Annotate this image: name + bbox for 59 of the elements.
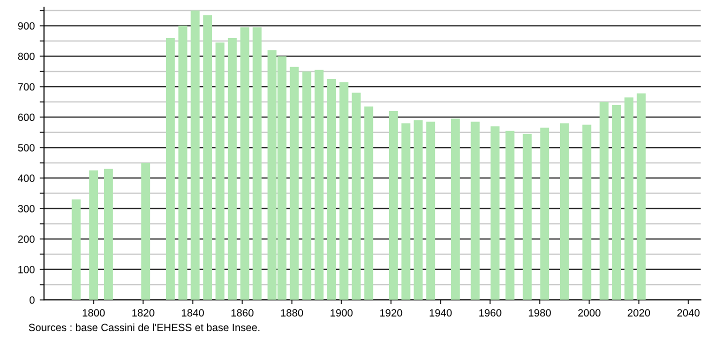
bar <box>203 15 212 300</box>
bar <box>216 42 224 300</box>
bar <box>252 27 262 300</box>
bar <box>450 118 460 300</box>
bar <box>490 126 500 300</box>
bar <box>240 27 250 300</box>
x-tick-label: 2020 <box>628 309 650 317</box>
y-tick-label: 400 <box>18 174 35 182</box>
bar <box>290 66 299 300</box>
y-tick-label: 300 <box>18 205 35 212</box>
x-tick-label: 1860 <box>231 309 254 317</box>
bar <box>339 82 348 300</box>
bar <box>426 122 436 300</box>
y-tick-label: 600 <box>18 114 35 122</box>
bar <box>104 168 113 300</box>
bar <box>636 93 646 300</box>
bar <box>178 26 188 300</box>
x-tick-label: 2040 <box>677 309 700 317</box>
bar <box>612 104 621 300</box>
y-tick-label: 500 <box>18 144 35 152</box>
bar <box>505 130 514 300</box>
bar <box>190 10 200 300</box>
bar <box>166 38 175 300</box>
y-tick-label: 700 <box>18 83 35 91</box>
x-tick-label: 1880 <box>281 309 304 317</box>
bar <box>89 170 98 300</box>
bar <box>314 70 324 300</box>
y-tick-label: 0 <box>30 296 35 304</box>
bar <box>364 106 374 300</box>
bar <box>352 92 361 300</box>
bar <box>302 71 312 300</box>
bar <box>560 123 569 300</box>
bar <box>141 162 150 300</box>
bar <box>72 199 81 300</box>
source-note: Sources : base Cassini de l'EHESS et base Insee. <box>28 323 260 332</box>
bar <box>389 111 398 300</box>
bar <box>582 124 592 300</box>
bar <box>327 79 336 300</box>
y-tick-label: 900 <box>18 22 35 30</box>
bar <box>522 134 532 300</box>
y-tick-label: 100 <box>18 266 35 274</box>
x-tick-label: 1800 <box>82 309 105 317</box>
bar <box>401 123 410 300</box>
x-tick-label: 1920 <box>380 309 402 317</box>
y-tick-label: 200 <box>18 235 35 243</box>
bar <box>414 120 423 300</box>
x-tick-label: 1980 <box>528 309 551 317</box>
x-tick-label: 1960 <box>479 309 502 317</box>
bar <box>228 38 237 300</box>
x-tick-label: 1820 <box>132 309 154 317</box>
bar <box>600 102 609 300</box>
x-tick-label: 1940 <box>430 309 452 317</box>
bar <box>540 128 550 300</box>
x-tick-label: 1900 <box>330 309 353 317</box>
x-tick-label: 2000 <box>578 309 600 317</box>
x-tick-label: 1840 <box>182 309 204 317</box>
y-tick-label: 800 <box>18 52 35 60</box>
bar <box>624 97 634 300</box>
bar <box>470 122 480 300</box>
